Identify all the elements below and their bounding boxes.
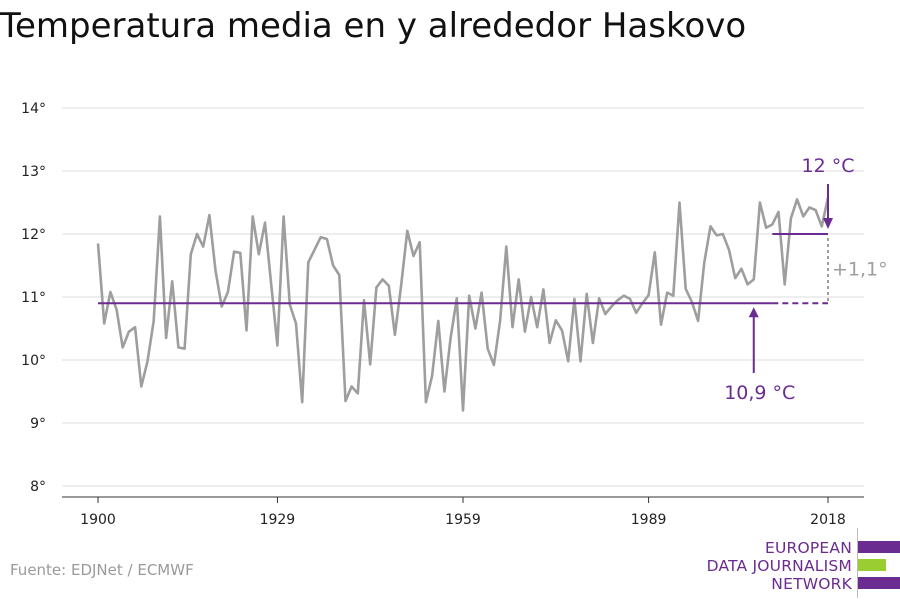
logo-bar-green [858, 559, 886, 571]
x-tick-label: 1900 [80, 512, 116, 528]
logo-bar-purple-top [858, 541, 900, 553]
difference-label: +1,1° [832, 259, 888, 281]
baseline-label: 10,9 °C [724, 382, 795, 404]
x-tick-label: 1959 [445, 512, 481, 528]
annotations: +1,1° 10,9 °C 12 °C [98, 155, 888, 404]
logo-text-data-journalism: DATA JOURNALISM [706, 557, 852, 575]
y-tick-label: 14° [21, 101, 46, 117]
logo-bar-purple-bottom [858, 577, 900, 589]
y-tick-label: 13° [21, 164, 46, 180]
axes: 8° 9° 10° 11° 12° 13° 14° 1900 1929 1959 1989 2018 [21, 101, 864, 528]
y-tick-label: 8° [30, 479, 46, 495]
edjnet-logo: EUROPEAN DATA JOURNALISM NETWORK [700, 528, 900, 598]
recent-arrow-head [823, 218, 833, 229]
y-tick-label: 11° [21, 290, 46, 306]
chart-title: Temperatura media en y alrededor Haskovo [0, 6, 747, 46]
x-tick-label: 2018 [810, 512, 846, 528]
logo-text-network: NETWORK [771, 575, 852, 593]
y-tick-label: 12° [21, 227, 46, 243]
logo-divider [857, 528, 858, 598]
x-tick-label: 1929 [260, 512, 296, 528]
baseline-arrow-head [748, 307, 759, 318]
recent-label: 12 °C [802, 155, 855, 177]
series-layer [96, 197, 830, 412]
source-note: Fuente: EDJNet / ECMWF [10, 561, 194, 579]
x-tick-label: 1989 [631, 512, 667, 528]
temperature-series-line [96, 197, 830, 412]
logo-text-european: EUROPEAN [764, 539, 852, 557]
grid-lines [62, 107, 864, 487]
y-tick-label: 10° [21, 353, 46, 369]
y-tick-label: 9° [30, 416, 46, 432]
